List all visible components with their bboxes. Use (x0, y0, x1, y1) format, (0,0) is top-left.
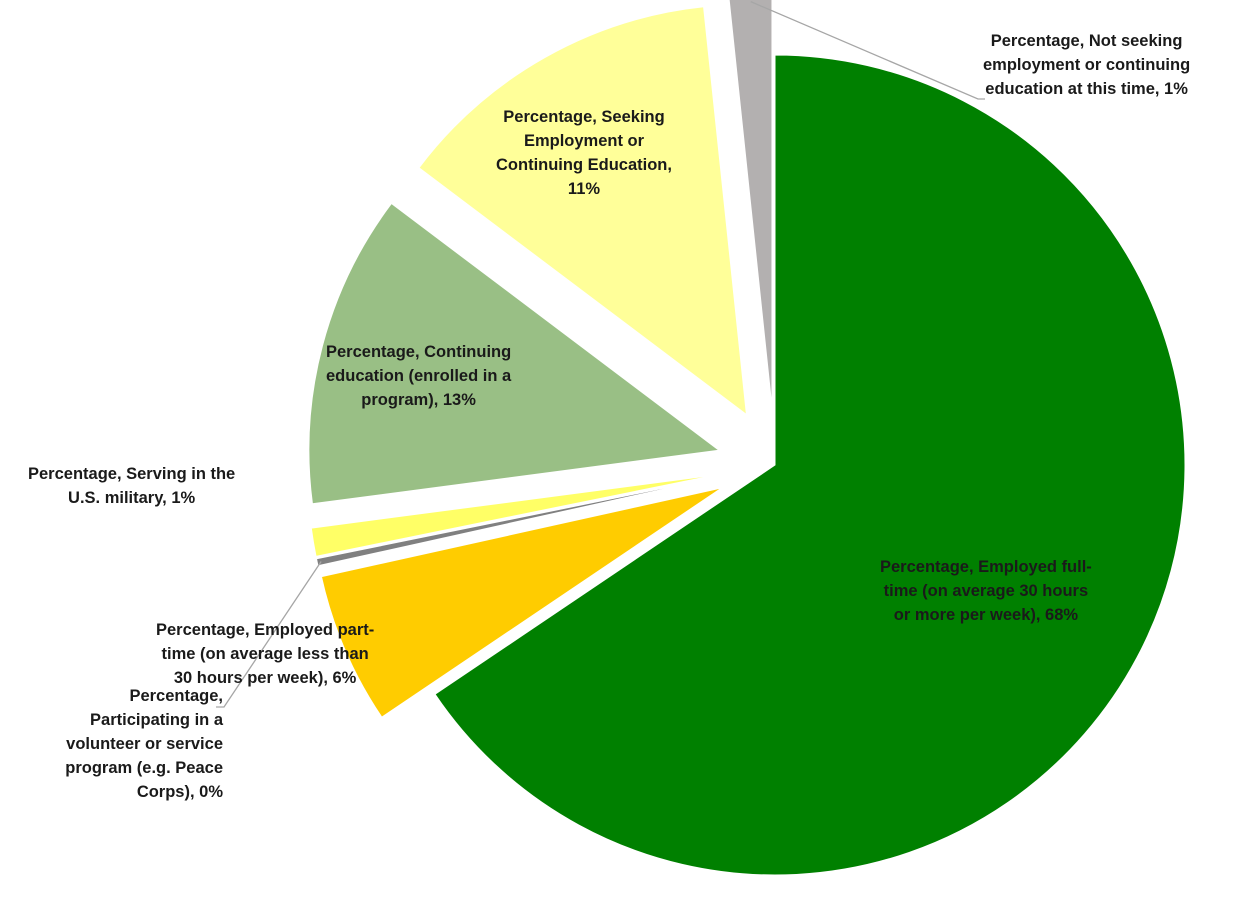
pie-slice-seeking-employment (418, 6, 748, 416)
slice-label-employed-full-time: Percentage, Employed full- time (on aver… (880, 558, 1092, 624)
slice-label-not-seeking: Percentage, Not seeking employment or co… (983, 32, 1191, 98)
pie-slice-continuing-education (308, 202, 721, 505)
slice-label-seeking-employment: Percentage, Seeking Employment or Contin… (496, 108, 672, 198)
slice-label-volunteer-program: Percentage, Participating in a volunteer… (65, 687, 223, 801)
slice-label-employed-part-time: Percentage, Employed part- time (on aver… (156, 621, 375, 687)
slice-label-us-military: Percentage, Serving in the U.S. military… (28, 465, 236, 507)
leader-line-volunteer-program (216, 561, 322, 708)
pie-slice-not-seeking (728, 0, 773, 408)
pie-slice-us-military (310, 474, 718, 557)
pie-slice-employed-full-time (434, 54, 1186, 876)
pie-slice-employed-part-time (320, 487, 722, 718)
slice-label-continuing-education: Percentage, Continuing education (enroll… (326, 343, 512, 409)
leader-line-not-seeking (750, 1, 985, 100)
